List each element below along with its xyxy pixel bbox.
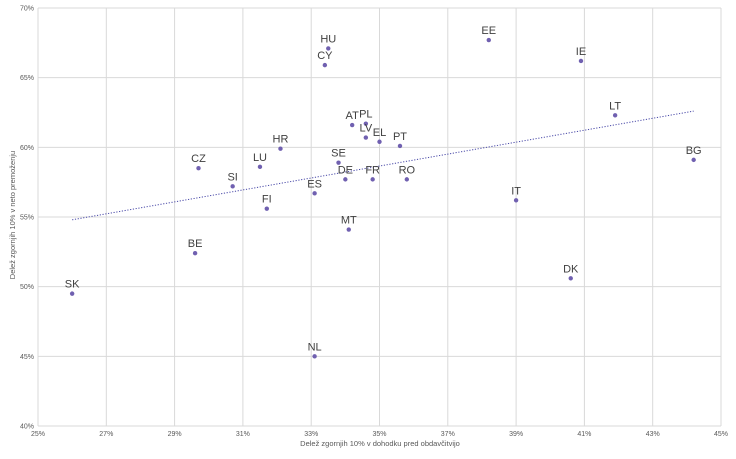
x-tick-label: 31% [236,431,250,438]
x-tick-label: 39% [509,431,523,438]
point-label-es: ES [307,178,322,190]
data-point-pt [397,143,403,149]
point-label-lu: LU [253,152,267,164]
point-label-pt: PT [393,131,407,143]
point-label-sk: SK [65,279,80,291]
point-label-lt: LT [609,100,621,112]
data-point-lu [257,164,263,170]
x-tick-label: 35% [372,431,386,438]
data-point-dk [568,276,573,281]
point-label-mt: MT [341,215,357,227]
tick-labels: 25% 27% 29% 31% 33% 35% 37% 39% 41% 43% 45% 40% 45% 5… [20,6,728,439]
point-label-ee: EE [481,25,496,37]
point-label-si: SI [227,171,237,183]
data-point-sk [69,291,75,296]
data-point-fr [370,177,375,182]
data-point-pl [363,121,369,126]
data-point-si [230,184,235,189]
data-point-be [192,251,198,256]
point-label-el: EL [373,127,386,139]
point-label-de: DE [338,164,353,176]
y-tick-label: 40% [20,424,34,431]
data-point-hu [326,46,331,51]
x-tick-label: 37% [441,431,455,438]
data-point-es [312,191,317,196]
point-label-at: AT [346,110,360,122]
points-layer: SK BE CZ SI LU FI HR NL ES HU CY SE DE MT AT PL LV FR EL PT… [65,25,702,359]
point-label-be: BE [188,238,203,250]
x-tick-label: 25% [31,431,45,438]
y-tick-label: 50% [20,284,34,291]
x-tick-label: 29% [168,431,182,438]
x-tick-label: 45% [714,431,728,438]
point-label-hr: HR [273,134,289,146]
y-tick-label: 70% [20,6,34,13]
point-label-ro: RO [399,164,416,176]
point-label-cy: CY [317,50,333,62]
data-point-de [343,177,348,182]
data-point-lt [612,113,618,118]
y-axis-title: Delež zgornjih 10% v neto premoženju [8,151,17,279]
data-point-ie [578,58,584,64]
data-point-ro [404,177,410,182]
point-label-fr: FR [365,164,380,176]
data-point-el [377,139,382,144]
data-point-ee [486,37,491,43]
data-point-nl [312,354,317,359]
point-label-lv: LV [360,123,373,135]
x-tick-label: 43% [646,431,660,438]
data-point-se [336,160,341,165]
x-axis-title: Delež zgornjih 10% v dohodku pred obdavč… [300,439,460,448]
data-point-mt [346,227,351,232]
x-tick-label: 33% [304,431,318,438]
point-label-it: IT [511,185,521,197]
data-point-fi [264,206,270,211]
point-label-dk: DK [563,263,579,275]
point-label-nl: NL [308,341,322,353]
point-label-cz: CZ [191,153,206,165]
y-tick-label: 60% [20,145,34,152]
data-point-at [349,122,355,128]
data-point-bg [691,157,696,163]
y-tick-label: 65% [20,75,34,82]
point-label-fi: FI [262,194,272,206]
data-point-cy [322,62,328,68]
x-tick-label: 41% [577,431,591,438]
point-label-pl: PL [359,109,372,121]
data-point-hr [278,146,283,151]
point-label-ie: IE [576,46,586,58]
y-tick-label: 45% [20,354,34,361]
point-label-se: SE [331,148,346,160]
point-label-hu: HU [320,33,336,45]
y-tick-label: 55% [20,215,34,222]
data-point-it [513,198,519,203]
data-point-cz [196,166,201,171]
point-label-bg: BG [686,145,702,157]
grid-lines [37,7,722,427]
x-tick-label: 27% [99,431,113,438]
data-point-lv [363,135,369,140]
